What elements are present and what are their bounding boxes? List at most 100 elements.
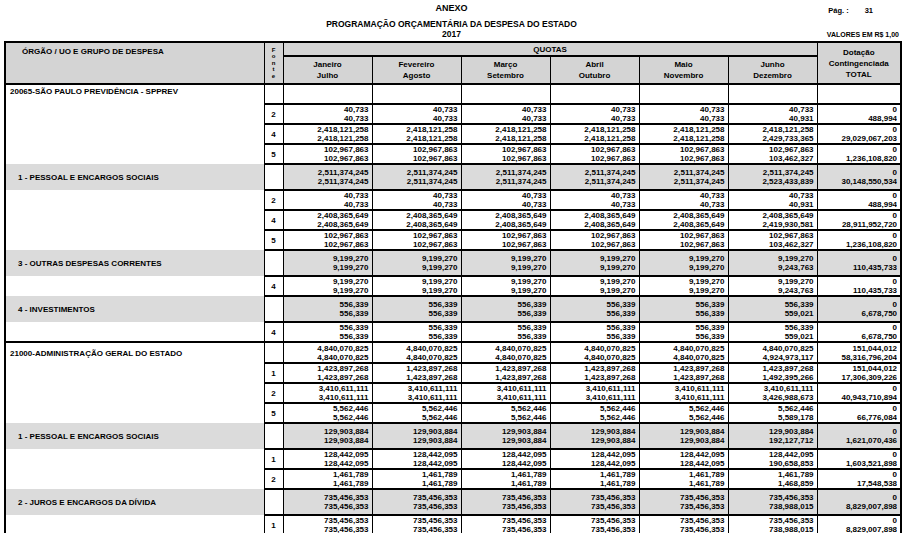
quota-line-2: 40,733 <box>554 114 636 123</box>
quota-month-cell: 128,442,095128,442,095 <box>283 449 372 469</box>
quota-line-2: 5,589,178 <box>732 413 814 422</box>
dotacao-total-cell: 151,044,01258,316,796,204 <box>817 342 901 363</box>
quota-month-cell: 1,423,897,2681,423,897,268 <box>639 363 728 383</box>
quota-line-1: 2,418,121,258 <box>554 125 636 134</box>
quota-line-2: 2,408,365,649 <box>465 220 547 229</box>
quota-month-cell: 3,410,611,1113,410,611,111 <box>283 383 372 403</box>
quota-line-1: 1,423,897,268 <box>554 364 636 373</box>
quota-line-1: 2,511,374,245 <box>376 168 458 177</box>
quota-line-1: 1,461,789 <box>287 470 369 479</box>
quota-line-1: 0 <box>821 323 898 332</box>
quota-line-2 <box>821 94 898 103</box>
quota-line-1: 9,199,270 <box>376 277 458 286</box>
quota-line-1 <box>376 85 458 94</box>
orgao-empty-cell <box>5 449 264 469</box>
quota-line-2: 6,678,750 <box>821 309 898 318</box>
group-label-cell: 1 - PESSOAL E ENCARGOS SOCIAIS <box>5 164 264 190</box>
quota-line-1: 1,423,897,268 <box>643 364 725 373</box>
quota-line-2: 556,339 <box>287 332 369 341</box>
quota-line-2: 5,562,446 <box>643 413 725 422</box>
table-row: 1 - PESSOAL E ENCARGOS SOCIAIS 2,511,374,… <box>5 164 901 190</box>
quota-month-cell: 2,418,121,2582,418,121,258 <box>372 124 461 144</box>
quota-line-2: 40,733 <box>465 114 547 123</box>
page-title: PROGRAMAÇÃO ORÇAMENTÁRIA DA DESPESA DO E… <box>0 19 903 29</box>
quota-line-1: 9,199,270 <box>287 254 369 263</box>
quota-month-cell: 2,418,121,2582,418,121,258 <box>283 124 372 144</box>
quota-line-1: 151,044,012 <box>821 344 898 353</box>
quota-line-2: 190,658,853 <box>732 459 814 468</box>
quota-month-cell: 556,339556,339 <box>550 322 639 342</box>
quota-month-cell: 102,967,863102,967,863 <box>283 230 372 250</box>
quota-line-2: 735,456,353 <box>554 525 636 533</box>
fonte-cell <box>264 250 283 276</box>
quota-month-cell: 3,410,611,1113,410,611,111 <box>372 383 461 403</box>
dotacao-total-cell: 06,678,750 <box>817 322 901 342</box>
quota-line-1: 129,903,884 <box>554 427 636 436</box>
quota-line-2: 3,410,611,111 <box>376 393 458 402</box>
quota-line-2: 129,903,884 <box>554 436 636 445</box>
table-row: 240,73340,73340,73340,73340,73340,73340,… <box>5 190 901 210</box>
month-column-header: Março Setembro <box>461 56 550 84</box>
quota-line-2: 40,733 <box>287 200 369 209</box>
quota-line-1: 102,967,863 <box>376 231 458 240</box>
quota-month-cell: 102,967,863102,967,863 <box>372 230 461 250</box>
quota-month-cell: 556,339556,339 <box>283 322 372 342</box>
quota-month-cell: 9,199,2709,199,270 <box>550 276 639 296</box>
quota-line-1: 556,339 <box>287 323 369 332</box>
quota-line-2: 102,967,863 <box>376 154 458 163</box>
quota-month-cell: 102,967,863102,967,863 <box>639 144 728 164</box>
quota-line-1: 556,339 <box>376 323 458 332</box>
quota-month-cell: 4,840,070,8254,840,070,825 <box>372 342 461 363</box>
orgao-label-cell: 21000-ADMINISTRAÇÃO GERAL DO ESTADO <box>5 342 264 363</box>
dotacao-total-cell: 08,829,007,898 <box>817 489 901 515</box>
quota-month-cell: 40,73340,733 <box>283 104 372 124</box>
table-row: 5102,967,863102,967,863102,967,863102,96… <box>5 144 901 164</box>
quota-line-1: 40,733 <box>287 105 369 114</box>
page-year: 2017 <box>0 29 903 39</box>
dotacao-total-cell: 0110,435,733 <box>817 276 901 296</box>
quota-line-2: 1,461,789 <box>465 479 547 488</box>
quota-line-1: 735,456,353 <box>643 493 725 502</box>
quota-line-1: 5,562,446 <box>643 404 725 413</box>
quota-line-2: 9,199,270 <box>287 286 369 295</box>
quota-line-2: 9,243,763 <box>732 286 814 295</box>
quota-month-cell: 40,73340,733 <box>550 104 639 124</box>
quota-month-cell: 2,511,374,2452,511,374,245 <box>372 164 461 190</box>
quota-month-cell: 9,199,2709,199,270 <box>639 276 728 296</box>
quota-month-cell: 9,199,2709,243,763 <box>728 250 817 276</box>
quota-month-cell: 102,967,863102,967,863 <box>461 144 550 164</box>
quota-line-1: 40,733 <box>732 191 814 200</box>
quota-month-cell: 9,199,2709,199,270 <box>283 250 372 276</box>
table-row: 1 - PESSOAL E ENCARGOS SOCIAIS129,903,88… <box>5 423 901 449</box>
quota-line-1: 9,199,270 <box>643 277 725 286</box>
quota-line-2: 2,408,365,649 <box>287 220 369 229</box>
quota-line-2: 1,461,789 <box>376 479 458 488</box>
quota-line-1: 9,199,270 <box>376 254 458 263</box>
quota-month-cell: 102,967,863102,967,863 <box>283 144 372 164</box>
dotacao-total-cell: 151,044,01217,306,309,226 <box>817 363 901 383</box>
quota-line-1: 2,408,365,649 <box>376 211 458 220</box>
quota-month-cell: 735,456,353735,456,353 <box>639 489 728 515</box>
dotacao-total-cell: 01,236,108,820 <box>817 144 901 164</box>
quota-month-cell: 735,456,353735,456,353 <box>461 489 550 515</box>
quota-line-1: 1,461,789 <box>732 470 814 479</box>
quota-month-cell: 40,73340,733 <box>550 190 639 210</box>
quota-line-2: 5,562,446 <box>376 413 458 422</box>
orgao-empty-cell <box>5 469 264 489</box>
quota-line-1: 9,199,270 <box>287 277 369 286</box>
quota-month-cell: 2,418,121,2582,418,121,258 <box>639 124 728 144</box>
quota-month-cell: 556,339556,339 <box>639 322 728 342</box>
quota-line-1: 556,339 <box>643 300 725 309</box>
quota-line-2: 735,456,353 <box>287 525 369 533</box>
quota-line-1: 556,339 <box>287 300 369 309</box>
quota-month-cell: 2,408,365,6492,408,365,649 <box>550 210 639 230</box>
quota-line-1: 9,199,270 <box>465 277 547 286</box>
quota-line-2: 1,461,789 <box>287 479 369 488</box>
quota-line-1: 9,199,270 <box>643 254 725 263</box>
table-row: 49,199,2709,199,2709,199,2709,199,2709,1… <box>5 276 901 296</box>
quota-line-2: 735,456,353 <box>465 502 547 511</box>
quota-line-2: 1,423,897,268 <box>465 373 547 382</box>
quota-line-2: 3,410,611,111 <box>465 393 547 402</box>
dotacao-total-cell: 040,943,710,894 <box>817 383 901 403</box>
quota-line-2: 559,021 <box>732 309 814 318</box>
